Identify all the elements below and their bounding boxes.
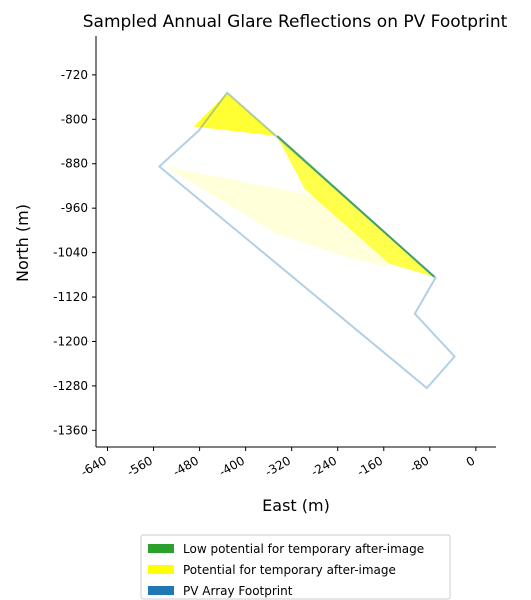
- y-tick-label: -1360: [53, 423, 88, 437]
- series-layer: [158, 91, 456, 390]
- low-potential-edge: [276, 135, 436, 278]
- y-tick-label: -1200: [53, 334, 88, 348]
- y-ticks: -720 -800 -880 -960 -1040 -1120 -1200 -1280 -136…: [53, 68, 96, 437]
- plot-area: -640 -560 -480 -400 -320 -240 -160 -80 0 -720-80…: [53, 36, 496, 479]
- x-tick-label: -480: [171, 453, 202, 479]
- legend-frame: [140, 534, 451, 600]
- legend-swatch-potential: [148, 565, 174, 574]
- y-tick-label: -1120: [53, 290, 88, 304]
- y-tick-label: -1040: [53, 246, 88, 260]
- glare-region-1: [193, 92, 277, 136]
- legend: Low potential for temporary after-image …: [140, 534, 451, 600]
- x-axis-title: East (m): [262, 496, 330, 515]
- legend-label-potential: Potential for temporary after-image: [183, 563, 396, 577]
- y-axis-title: North (m): [13, 204, 32, 282]
- y-tick-label: -960: [61, 201, 88, 215]
- y-tick-label: -1280: [53, 379, 88, 393]
- x-tick-label: -80: [407, 453, 431, 475]
- x-tick-label: -560: [124, 453, 155, 479]
- x-tick-label: -400: [217, 453, 248, 479]
- chart-title: Sampled Annual Glare Reflections on PV F…: [83, 12, 508, 32]
- x-tick-label: -240: [309, 453, 340, 479]
- x-tick-label: -160: [355, 453, 386, 479]
- x-tick-label: -640: [78, 453, 109, 479]
- legend-label-pv-footprint: PV Array Footprint: [183, 584, 293, 598]
- legend-swatch-low-potential: [148, 544, 174, 553]
- x-tick-label: -320: [263, 453, 294, 479]
- legend-swatch-pv-footprint: [148, 586, 174, 595]
- x-tick-label: 0: [464, 453, 478, 469]
- y-tick-label: -880: [61, 157, 88, 171]
- glare-region-3: [165, 166, 390, 267]
- pv-array-footprint-outline: [158, 91, 456, 390]
- legend-label-low-potential: Low potential for temporary after-image: [183, 542, 424, 556]
- y-tick-label: -720: [61, 68, 88, 82]
- x-ticks: -640 -560 -480 -400 -320 -240 -160 -80 0: [78, 447, 477, 479]
- y-tick-label: -800: [61, 112, 88, 126]
